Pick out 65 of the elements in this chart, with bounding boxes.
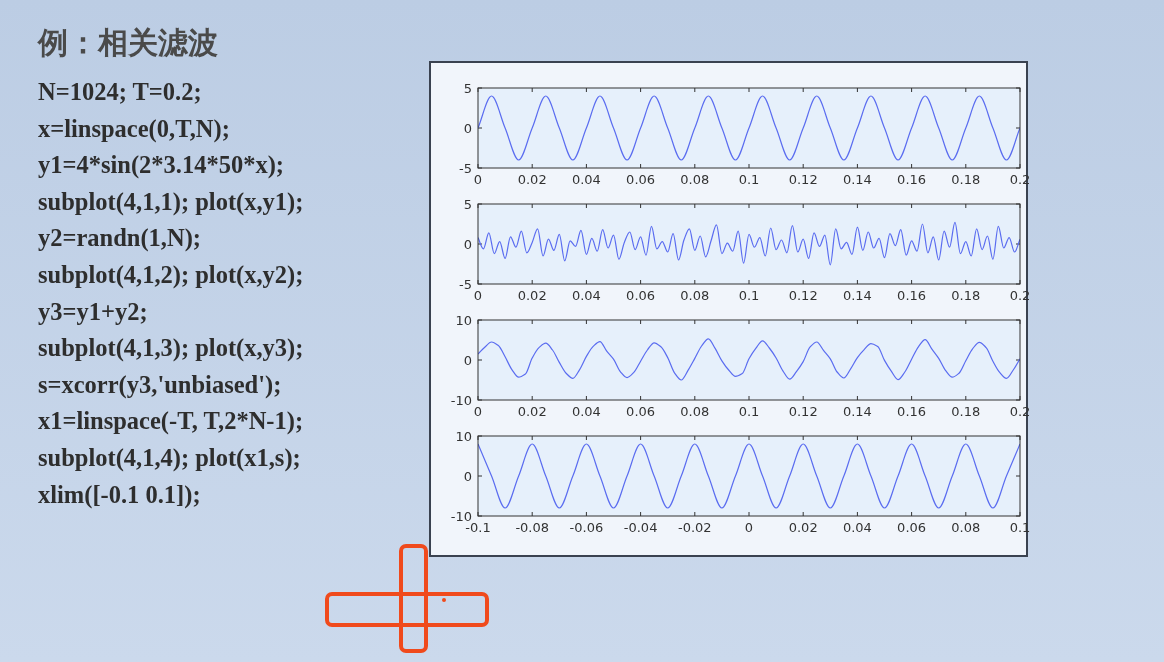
x-tick-label: 0.08 bbox=[680, 172, 710, 187]
text: subplot(4,1,2); plot(x,y2); bbox=[38, 261, 304, 289]
x-tick-label: 0.16 bbox=[897, 288, 927, 303]
line-series bbox=[478, 221, 1020, 266]
x-tick-label: -0.04 bbox=[623, 520, 658, 535]
x-tick-label: 0.14 bbox=[842, 288, 872, 303]
x-tick-label: 0.18 bbox=[951, 404, 981, 419]
x-tick-label: 0.02 bbox=[788, 520, 818, 535]
x-tick-label: 0.16 bbox=[897, 404, 927, 419]
x-tick-label: 0.04 bbox=[571, 404, 601, 419]
text: x=linspace(0,T,N); bbox=[38, 114, 230, 143]
text: 例：相关滤波 bbox=[37, 25, 218, 60]
x-tick-label: 0.04 bbox=[842, 520, 872, 535]
y-tick-label: 10 bbox=[455, 313, 472, 328]
y-tick-label: -10 bbox=[450, 393, 472, 408]
x-tick-label: 0.04 bbox=[571, 288, 601, 303]
x-tick-label: 0 bbox=[744, 520, 754, 535]
text: x1=linspace(-T, T,2*N-1); bbox=[38, 407, 304, 436]
x-tick-label: 0.06 bbox=[626, 404, 656, 419]
y-tick-label: 0 bbox=[463, 121, 472, 136]
x-tick-label: 0.02 bbox=[517, 404, 547, 419]
x-tick-label: 0.16 bbox=[897, 172, 927, 187]
x-tick-label: 0.1 bbox=[738, 288, 760, 303]
text: s=xcorr(y3,'unbiased'); bbox=[38, 370, 282, 399]
text: y2=randn(1,N); bbox=[38, 224, 202, 253]
x-tick-label: 0.12 bbox=[788, 172, 818, 187]
x-tick-label: 0.08 bbox=[951, 520, 981, 535]
x-tick-label: 0 bbox=[473, 404, 483, 419]
x-tick-label: 0.14 bbox=[842, 172, 872, 187]
x-tick-label: 0.06 bbox=[626, 172, 656, 187]
x-tick-label: -0.06 bbox=[569, 520, 604, 535]
x-tick-label: 0.1 bbox=[738, 172, 760, 187]
x-tick-label: 0.06 bbox=[626, 288, 656, 303]
text: N=1024; T=0.2; bbox=[38, 78, 202, 105]
x-tick-label: 0.08 bbox=[680, 288, 710, 303]
x-tick-label: 0.18 bbox=[951, 288, 981, 303]
x-tick-label: 0.12 bbox=[788, 404, 818, 419]
x-tick-label: 0 bbox=[473, 288, 483, 303]
y-tick-label: -5 bbox=[459, 161, 472, 176]
text: subplot(4,1,4); plot(x1,s); bbox=[38, 444, 301, 472]
x-tick-label: 0.02 bbox=[517, 172, 547, 187]
line-series bbox=[478, 338, 1020, 381]
y-tick-label: 0 bbox=[463, 237, 472, 252]
x-tick-label: -0.08 bbox=[515, 520, 550, 535]
text: subplot(4,1,1); plot(x,y1); bbox=[38, 187, 304, 216]
y-tick-label: 10 bbox=[455, 429, 472, 444]
text: y3=y1+y2; bbox=[38, 297, 148, 325]
x-tick-label: 0.08 bbox=[680, 404, 710, 419]
y-tick-label: 5 bbox=[463, 197, 472, 212]
x-tick-label: 0.14 bbox=[842, 404, 872, 419]
y-tick-label: 0 bbox=[463, 469, 472, 484]
y-tick-label: 5 bbox=[463, 81, 472, 96]
x-tick-label: 0 bbox=[473, 172, 483, 187]
y-tick-label: 0 bbox=[463, 353, 472, 368]
text: xlim([-0.1 0.1]); bbox=[38, 480, 201, 509]
x-tick-label: 0.1 bbox=[738, 404, 760, 419]
y-tick-label: -5 bbox=[459, 277, 472, 292]
x-tick-label: 0.06 bbox=[897, 520, 927, 535]
x-tick-label: 0.12 bbox=[788, 288, 818, 303]
x-tick-label: -0.02 bbox=[677, 520, 712, 535]
x-tick-label: 0.18 bbox=[951, 172, 981, 187]
x-tick-label: 0.04 bbox=[571, 172, 601, 187]
x-tick-label: 0.02 bbox=[517, 288, 547, 303]
text: subplot(4,1,3); plot(x,y3); bbox=[38, 334, 304, 363]
text: y1=4*sin(2*3.14*50*x); bbox=[38, 151, 285, 180]
